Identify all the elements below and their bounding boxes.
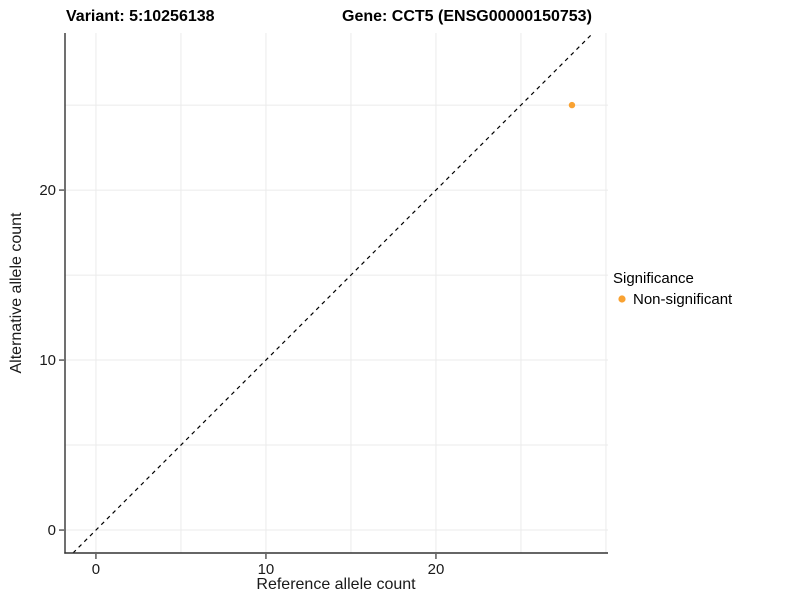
legend-key-dot-icon (618, 295, 626, 303)
legend-title: Significance (613, 270, 694, 287)
identity-line (72, 32, 594, 554)
data-point (568, 101, 576, 109)
y-tick-label: 20 (39, 182, 56, 199)
x-tick-label: 20 (428, 561, 445, 578)
plot-title-variant: Variant: 5:10256138 (66, 8, 215, 25)
y-tick-label: 0 (48, 522, 56, 539)
x-tick-label: 10 (258, 561, 275, 578)
y-axis-title: Alternative allele count (8, 212, 25, 374)
x-axis-title: Reference allele count (256, 576, 416, 593)
data-points-layer (568, 101, 576, 109)
axis-ticks-layer: 0 10 20 0 10 20 (39, 182, 444, 578)
identity-line-layer (72, 32, 594, 554)
legend-entry-label: Non-significant (633, 291, 733, 308)
legend: Significance Non-significant (613, 270, 733, 308)
gridlines-layer (65, 33, 608, 553)
x-tick-label: 0 (92, 561, 100, 578)
plot-title-gene: Gene: CCT5 (ENSG00000150753) (342, 8, 592, 25)
y-tick-label: 10 (39, 352, 56, 369)
